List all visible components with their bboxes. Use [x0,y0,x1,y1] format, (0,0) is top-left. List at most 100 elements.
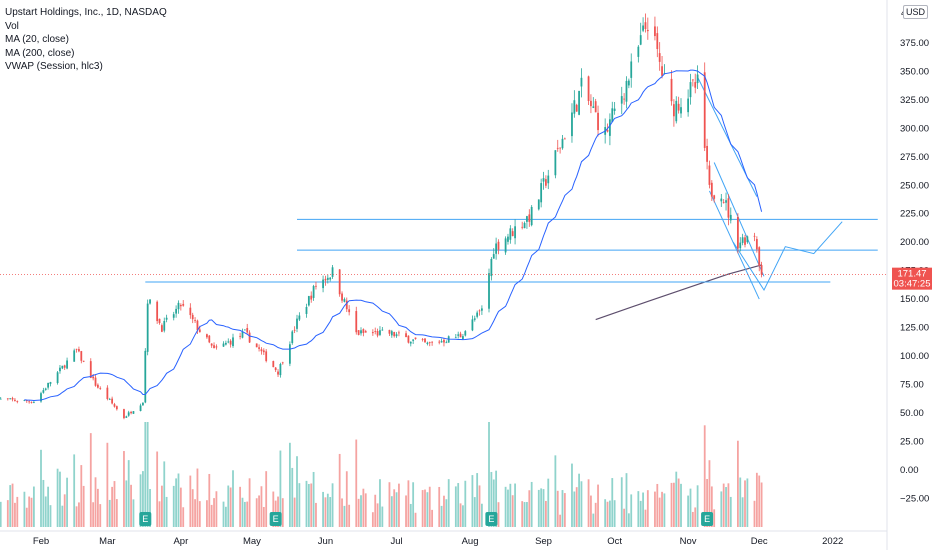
volume-bar [398,483,400,527]
volume-bar [11,483,14,527]
candle [160,323,163,333]
candle [345,297,348,313]
volume-bar [476,473,479,527]
volume-bar [355,439,358,527]
ma20-line [24,69,763,402]
y-tick-label: −25.00 [900,493,929,504]
candle [75,348,78,353]
candle [677,96,680,114]
candle [172,311,175,321]
candle [315,281,317,290]
candle [592,97,595,109]
volume-bar [25,507,28,527]
volume-bar [604,499,607,527]
earnings-marker[interactable]: E [485,512,498,526]
candle [521,221,524,230]
volume-bars [0,422,763,527]
candle [445,340,448,344]
volume-bar [123,451,125,527]
candle [696,65,699,90]
volume-bar [229,487,232,527]
volume-bar [89,433,92,527]
volume-bar [421,490,424,527]
y-tick-label: 250.00 [900,180,929,191]
volume-bar [315,502,317,527]
earnings-marker[interactable]: E [701,512,714,526]
volume-bar [130,484,132,527]
volume-bar [189,475,192,527]
y-tick-label: 75.00 [900,379,924,390]
candle [213,342,215,349]
candle [99,386,102,390]
candle [277,369,279,378]
candle [158,318,161,325]
candle [298,312,301,322]
candle [229,339,232,348]
earnings-marker[interactable]: E [139,512,152,526]
volume-bar [198,501,201,527]
volume-bar [473,497,476,527]
candle [322,275,324,293]
volume-bar [606,501,609,527]
volume-bar [260,486,263,527]
volume-bar [0,501,2,527]
currency-label[interactable]: USD [903,5,929,19]
volume-bar [746,478,749,527]
price-candles [0,13,763,420]
volume-bar [722,483,725,527]
candle [113,402,116,408]
candle [56,370,59,385]
volume-bar [495,470,498,527]
candle [376,328,379,338]
volume-bar [142,471,144,527]
candle [331,264,334,279]
volume-bar [443,495,445,527]
candle [371,329,374,336]
candle [710,180,713,202]
volume-bar [547,478,550,527]
candle [514,219,516,245]
candle [428,341,431,347]
volume-bar [341,498,343,527]
candle [156,300,159,324]
volume-bar [687,495,690,527]
candle [395,332,398,338]
candle [746,235,749,244]
candle [182,300,185,307]
volume-bar [490,471,493,527]
candle [725,192,727,211]
candle [127,410,130,417]
candle [457,331,460,339]
volume-bar [646,490,649,527]
candle [165,314,168,323]
y-tick-label: 375.00 [900,38,929,49]
volume-bar [108,499,111,527]
volume-bar [424,489,426,527]
candle [108,397,111,401]
volume-bar [75,506,78,527]
time-axis: Feb Mar Apr May Jun Jul Aug Sep Oct Nov Dec 2022 [33,536,843,547]
candle [573,90,576,118]
volume-bar [246,501,249,527]
earnings-marker[interactable]: E [269,512,282,526]
volume-bar [725,487,727,527]
candle [6,398,9,401]
volume-bar [99,504,102,527]
volume-bar [478,485,481,527]
volume-bar [760,482,763,527]
candle [248,330,251,344]
candle [206,333,208,339]
volume-bar [393,489,396,527]
volume-bar [374,494,377,527]
x-tick-label: Oct [607,536,622,547]
candle [426,341,429,346]
volume-bar [224,506,227,527]
volume-bar [708,460,711,527]
volume-bar [412,482,415,527]
candle [744,234,746,248]
volume-bar [471,475,474,527]
candle [412,339,415,345]
volume-bar [364,493,367,527]
candle [243,329,246,331]
